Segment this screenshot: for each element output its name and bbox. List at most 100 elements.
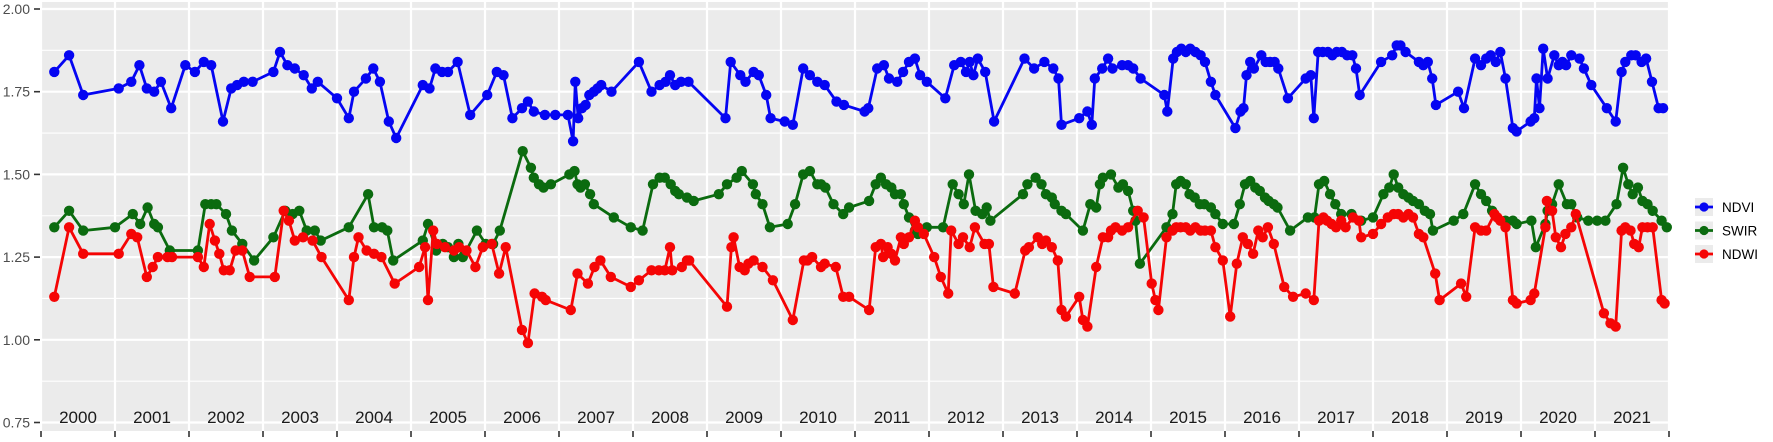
- ndvi-data-point: [1305, 70, 1317, 81]
- ndwi-data-point: [748, 255, 759, 266]
- y-tick-label: 1.25: [3, 249, 30, 265]
- ndvi-data-point: [988, 116, 1000, 127]
- ndvi-data-point: [1082, 106, 1093, 117]
- ndwi-data-point: [289, 235, 300, 246]
- ndwi-data-point: [943, 288, 954, 299]
- swir-data-point: [1091, 202, 1102, 213]
- ndvi-data-point: [914, 70, 926, 81]
- x-tick-label: 2002: [207, 408, 245, 427]
- ndvi-data-point: [1074, 113, 1085, 124]
- ndwi-data-point: [767, 275, 779, 286]
- swir-data-point: [315, 235, 326, 246]
- ndvi-data-point: [921, 76, 932, 88]
- ndvi-data-point: [1159, 89, 1170, 101]
- swir-data-point: [1105, 169, 1117, 180]
- ndwi-data-point: [1367, 228, 1379, 240]
- swir-data-point: [820, 182, 831, 193]
- ndwi-data-point: [540, 294, 551, 306]
- ndvi-data-point: [878, 59, 890, 71]
- swir-data-point: [268, 232, 279, 243]
- ndvi-data-point: [1230, 122, 1241, 134]
- ndwi-data-point: [522, 337, 534, 349]
- legend-label: NDVI: [1722, 200, 1754, 215]
- ndvi-data-point: [1586, 79, 1597, 91]
- ndvi-data-point: [1601, 103, 1613, 114]
- ndwi-data-point: [1308, 294, 1320, 306]
- swir-data-point: [958, 199, 969, 210]
- ndvi-data-point: [570, 76, 581, 88]
- swir-data-point: [895, 189, 907, 200]
- legend-key-point: [1699, 249, 1709, 259]
- ndwi-data-point: [1633, 242, 1644, 253]
- x-tick-label: 2006: [503, 408, 541, 427]
- x-tick-label: 2016: [1243, 408, 1281, 427]
- ndwi-data-point: [316, 251, 327, 263]
- swir-data-point: [569, 165, 580, 177]
- ndvi-data-point: [1039, 56, 1050, 68]
- ndwi-data-point: [918, 228, 929, 240]
- ndwi-data-point: [1082, 321, 1093, 332]
- ndwi-data-point: [224, 265, 235, 276]
- ndvi-data-point: [166, 103, 177, 114]
- ndvi-data-point: [1430, 99, 1442, 111]
- ndwi-data-point: [1046, 242, 1058, 253]
- swir-data-point: [608, 212, 619, 223]
- ndvi-data-point: [134, 59, 145, 71]
- ndwi-data-point: [1279, 281, 1290, 293]
- swir-data-point: [1097, 172, 1109, 183]
- swir-data-point: [1210, 208, 1221, 220]
- ndvi-data-point: [306, 83, 317, 94]
- ndvi-data-point: [838, 99, 850, 111]
- ndvi-data-point: [804, 70, 816, 81]
- ndwi-data-point: [237, 245, 248, 256]
- swir-data-point: [368, 222, 380, 233]
- swir-data-point: [1600, 215, 1611, 226]
- ndwi-data-point: [572, 268, 583, 279]
- ndvi-data-point: [798, 63, 809, 74]
- ndwi-data-point: [659, 265, 670, 276]
- swir-data-point: [1566, 199, 1577, 210]
- ndwi-data-point: [63, 222, 75, 233]
- ndvi-data-point: [720, 113, 731, 124]
- ndvi-data-point: [1273, 63, 1284, 74]
- ndwi-data-point: [1353, 215, 1365, 226]
- ndwi-data-point: [278, 205, 289, 216]
- ndvi-data-point: [1578, 63, 1590, 74]
- ndvi-data-point: [1458, 103, 1470, 114]
- ndwi-data-point: [1205, 225, 1217, 236]
- x-tick-label: 2018: [1391, 408, 1429, 427]
- ndvi-data-point: [606, 86, 617, 97]
- ndvi-data-point: [1531, 73, 1542, 84]
- ndvi-data-point: [1529, 113, 1540, 124]
- swir-data-point: [1324, 189, 1336, 200]
- ndvi-data-point: [528, 106, 539, 117]
- ndwi-data-point: [1262, 222, 1274, 233]
- ndvi-data-point: [1128, 63, 1139, 74]
- ndvi-data-point: [1500, 73, 1511, 84]
- swir-data-point: [1384, 182, 1395, 193]
- ndvi-data-point: [779, 116, 790, 127]
- swir-data-point: [109, 222, 121, 233]
- ndvi-data-point: [289, 63, 300, 74]
- ndvi-data-point: [1375, 56, 1387, 68]
- ndvi-data-point: [725, 56, 736, 68]
- ndwi-data-point: [422, 294, 434, 306]
- ndvi-data-point: [368, 63, 379, 74]
- ndvi-data-point: [274, 46, 286, 58]
- ndvi-data-point: [1162, 106, 1173, 117]
- ndwi-data-point: [667, 265, 678, 276]
- swir-data-point: [1049, 199, 1061, 210]
- ndwi-data-point: [244, 271, 255, 283]
- x-tick-label: 2005: [429, 408, 467, 427]
- swir-data-point: [1234, 199, 1246, 210]
- x-tick-label: 2012: [947, 408, 985, 427]
- ndvi-data-point: [1350, 63, 1362, 74]
- ndwi-data-point: [1217, 255, 1229, 266]
- ndwi-data-point: [664, 242, 676, 253]
- y-tick-label: 1.00: [3, 332, 30, 348]
- swir-data-point: [517, 146, 528, 157]
- ndwi-data-point: [1659, 298, 1670, 309]
- ndwi-data-point: [1225, 311, 1236, 322]
- ndwi-data-point: [389, 278, 400, 289]
